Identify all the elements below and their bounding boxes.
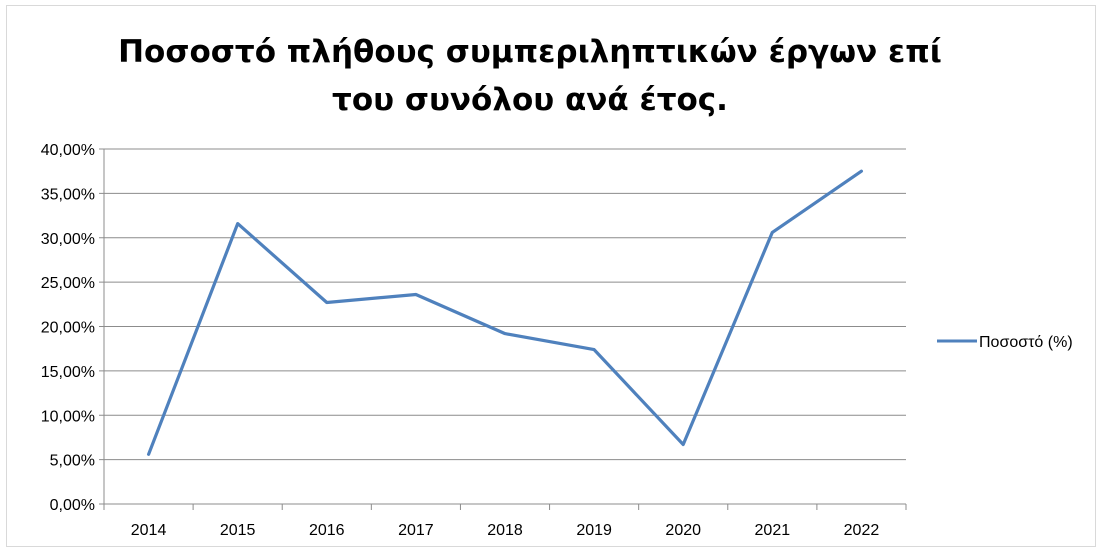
- chart-frame: [6, 5, 1096, 547]
- series-line: [147, 169, 864, 456]
- y-tick-label: 40,00%: [41, 142, 95, 159]
- x-tick-label: 2016: [309, 522, 345, 539]
- y-tick-label: 35,00%: [41, 186, 95, 203]
- x-tick-label: 2020: [665, 522, 701, 539]
- y-tick-label: 20,00%: [41, 320, 95, 337]
- x-tick-label: 2018: [487, 522, 523, 539]
- axes: [99, 148, 907, 510]
- x-axis-ticks: 2014 2015 2016 2017 2018 2019 2020 2021 2022: [131, 522, 880, 539]
- chart-title: Ποσοστό πλήθους συμπεριληπτικών έργων επ…: [118, 34, 942, 118]
- x-tick-label: 2021: [755, 522, 791, 539]
- y-tick-label: 30,00%: [41, 231, 95, 248]
- gridlines: [104, 148, 906, 461]
- y-tick-label: 10,00%: [41, 408, 95, 425]
- y-tick-label: 15,00%: [41, 364, 95, 381]
- x-tick-label: 2017: [398, 522, 434, 539]
- y-tick-label: 0,00%: [50, 497, 95, 514]
- legend: Ποσοστό (%): [937, 334, 1073, 351]
- x-tick-label: 2015: [220, 522, 256, 539]
- x-tick-label: 2022: [844, 522, 880, 539]
- legend-label: Ποσοστό (%): [979, 334, 1073, 351]
- x-tick-label: 2019: [576, 522, 612, 539]
- y-axis-ticks: 0,00% 5,00% 10,00% 15,00% 20,00% 25,00% 30,00%…: [41, 142, 95, 514]
- y-tick-label: 25,00%: [41, 275, 95, 292]
- x-tick-label: 2014: [131, 522, 167, 539]
- series-group: [147, 169, 864, 456]
- y-tick-label: 5,00%: [50, 453, 95, 470]
